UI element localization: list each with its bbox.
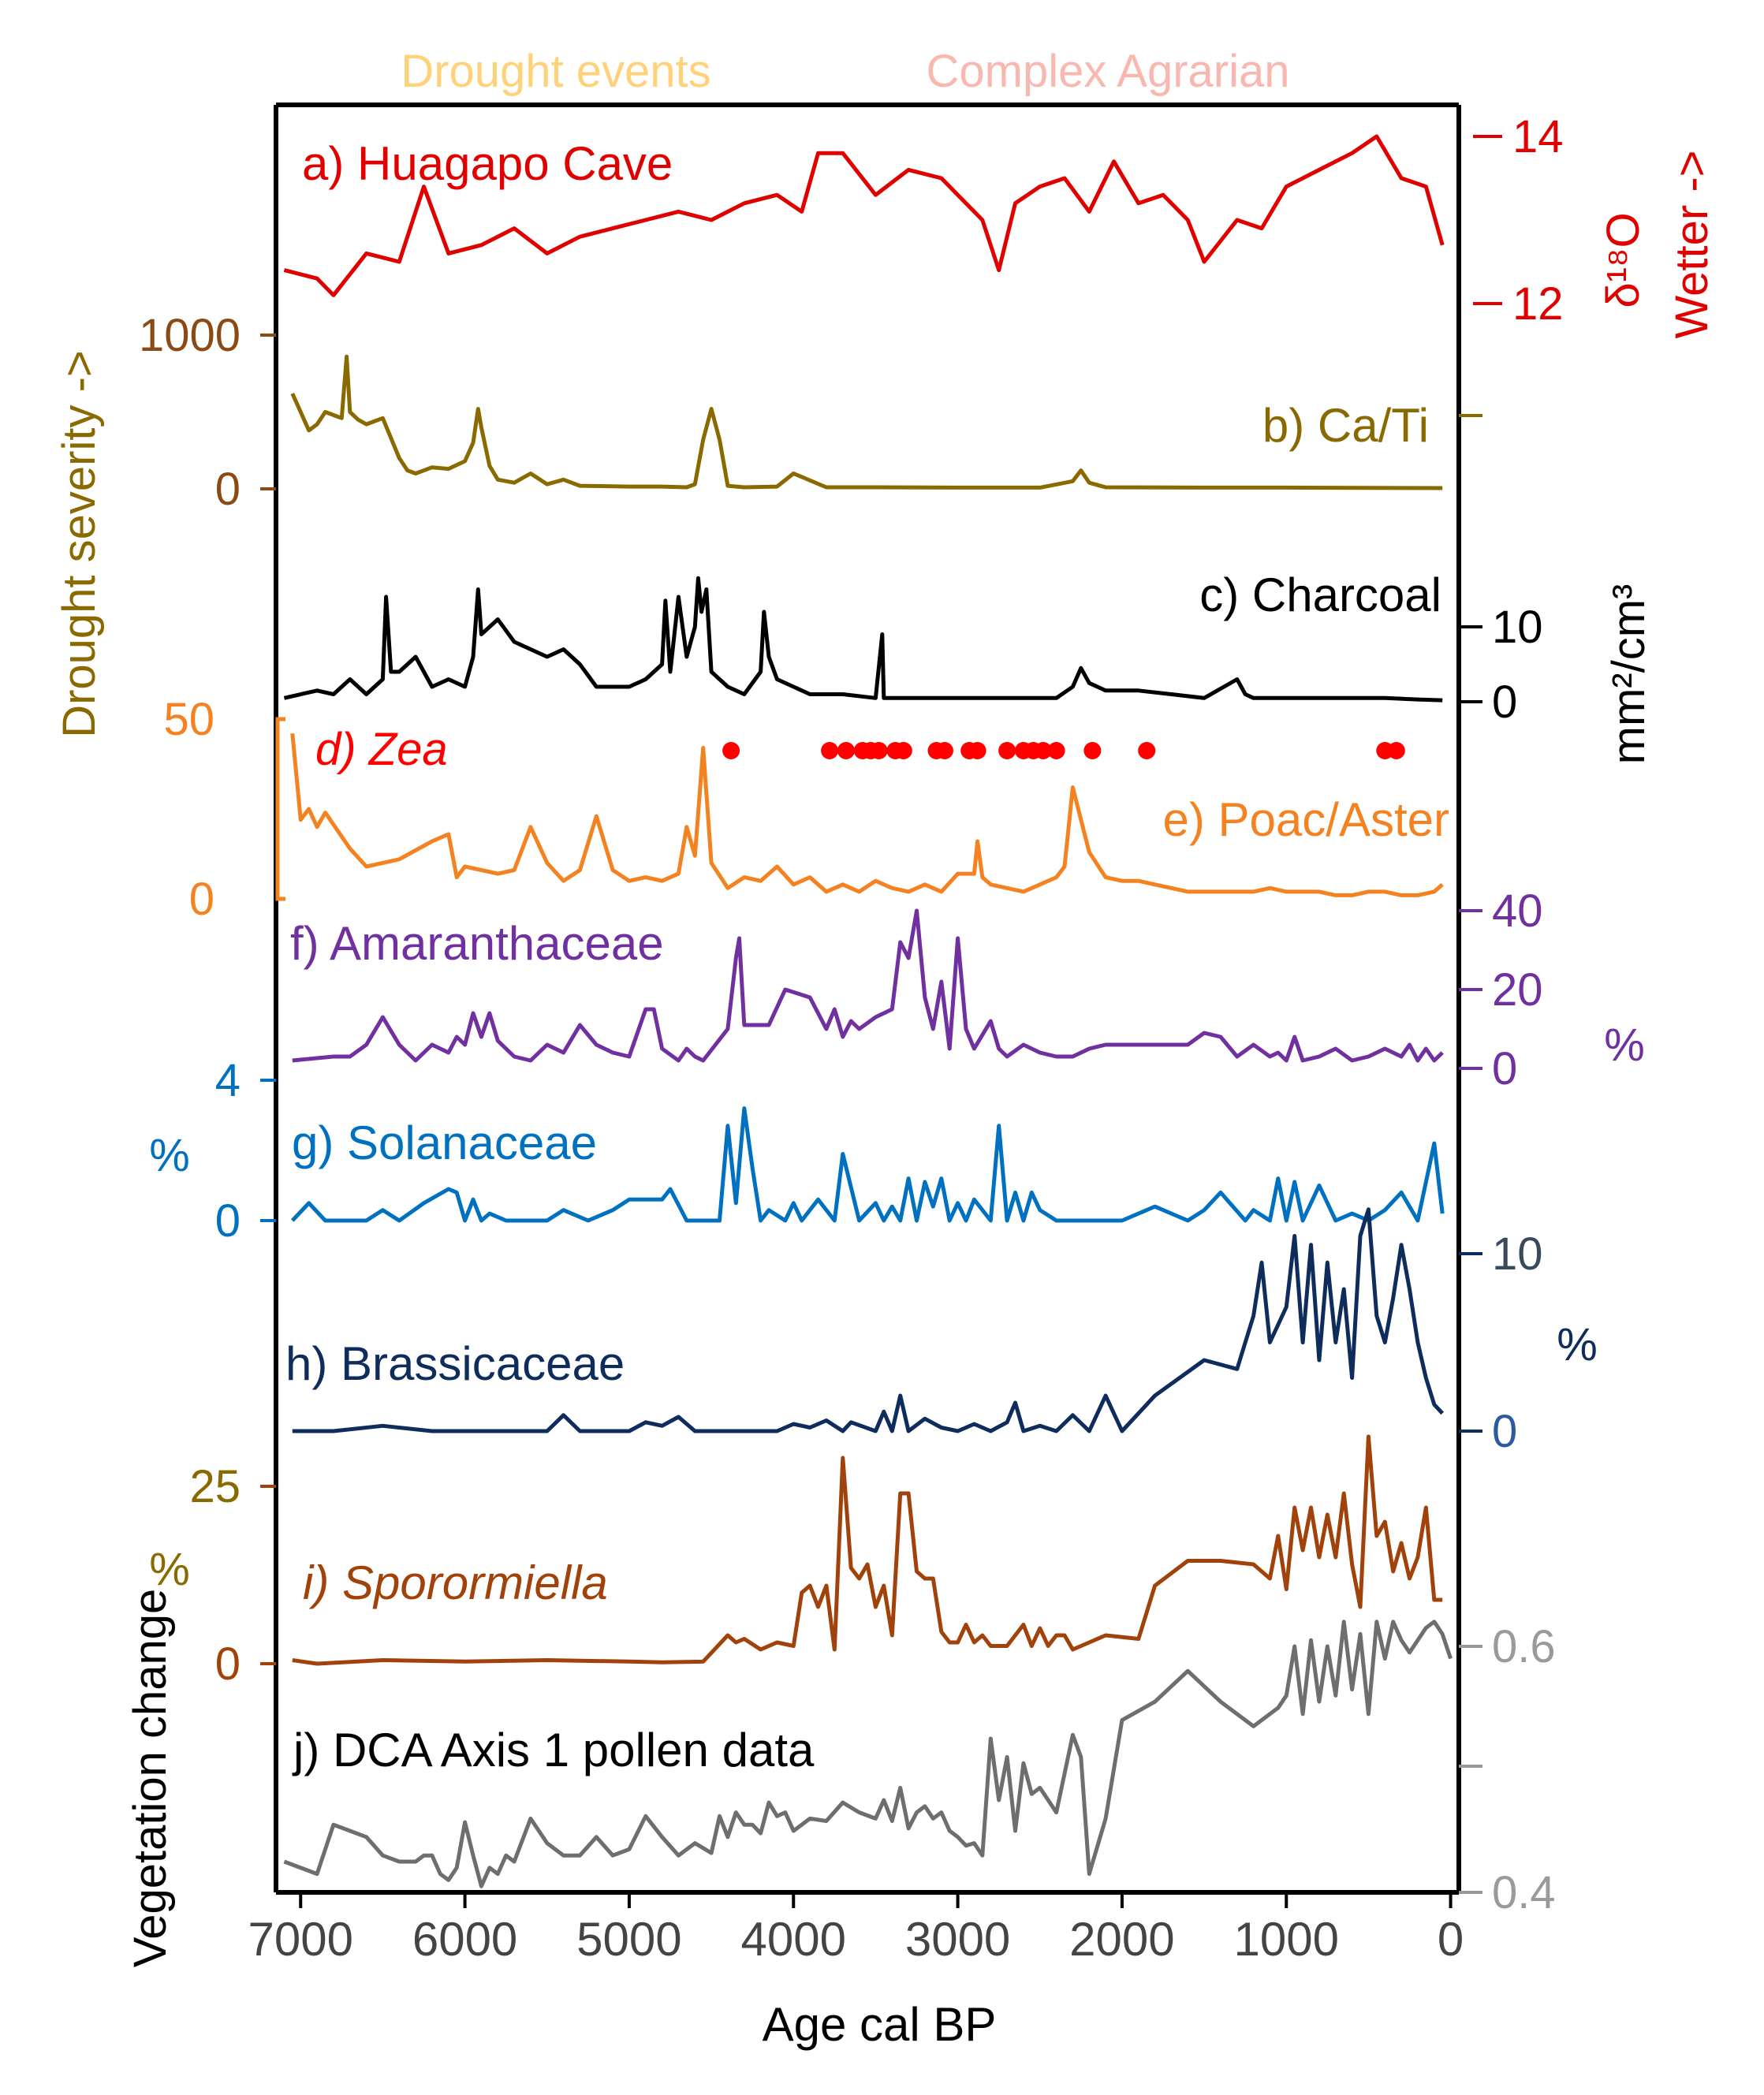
sporo-tick-label: 25: [189, 1461, 241, 1512]
panel-c-label: c) Charcoal: [1199, 568, 1441, 621]
zea-occurrence-dot: [870, 742, 888, 759]
zea-occurrence-dot: [894, 742, 912, 759]
panel-h-label: h) Brassicaceae: [285, 1337, 625, 1390]
huagapo-tick-label: 14: [1512, 111, 1564, 162]
amaranth-unit-label: %: [1604, 1020, 1645, 1071]
sporo-series-line: [292, 1434, 1443, 1666]
x-axis-tick-label: 2000: [1069, 1913, 1174, 1966]
dca-series-line: [283, 1620, 1453, 1888]
poac-tick-label: 0: [189, 874, 214, 925]
zea-occurrence-dot: [1047, 742, 1065, 759]
charcoal-tick-label: 10: [1492, 602, 1543, 653]
panel-g-label: g) Solanaceae: [292, 1116, 597, 1169]
sporo-tick-label: 0: [215, 1638, 241, 1690]
solan-tick-label: 0: [215, 1195, 241, 1247]
x-axis-tick-label: 3000: [905, 1913, 1010, 1966]
zea-occurrence-dot: [821, 742, 839, 759]
charcoal-unit-label: mm²/cm³: [1603, 584, 1654, 765]
sporo-unit-label: %: [149, 1544, 190, 1595]
vegetation-change-title: Vegetation change: [125, 1589, 176, 1968]
solan-series-line: [290, 1106, 1445, 1223]
cati-tick-label: 0: [215, 464, 241, 515]
x-axis-title: Age cal BP: [763, 1998, 997, 2051]
cati-series-line: [290, 354, 1443, 490]
drought-severity-title: Drought severity ->: [54, 350, 105, 738]
poac-tick-label: 50: [163, 694, 214, 745]
amaranth-tick-label: 20: [1492, 964, 1543, 1016]
panel-a-label: a) Huagapo Cave: [302, 137, 673, 190]
x-axis-tick-label: 6000: [412, 1913, 517, 1966]
panel-f-label: f) Amaranthaceae: [290, 917, 664, 970]
series-layer: [283, 134, 1453, 1888]
x-axis-tick-label: 1000: [1234, 1913, 1339, 1966]
amaranth-series-line: [292, 908, 1444, 1063]
x-axis-tick-label: 4000: [741, 1913, 846, 1966]
dca-tick-label: 0.6: [1492, 1621, 1556, 1672]
zea-occurrence-dot: [837, 742, 855, 759]
brass-tick-label: 10: [1492, 1228, 1543, 1280]
zea-occurrence-dot: [935, 742, 953, 759]
complex-agrarian-label: Complex Agrarian: [927, 46, 1290, 97]
huagapo-unit-label: δ¹⁸O: [1598, 212, 1649, 308]
charcoal-series-line: [283, 576, 1443, 703]
panel-j-label: j) DCA Axis 1 pollen data: [292, 1724, 815, 1776]
panel-d-label: d) Zea: [315, 724, 448, 775]
zea-occurrence-dot: [722, 742, 740, 759]
solan-tick-label: 4: [215, 1055, 241, 1106]
drought-events-label: Drought events: [401, 46, 710, 97]
x-axis-tick-label: 5000: [576, 1913, 681, 1966]
zea-occurrence-dot: [968, 742, 986, 759]
charcoal-tick-label: 0: [1492, 677, 1517, 728]
cati-tick-label: 1000: [139, 310, 241, 361]
amaranth-tick-label: 40: [1492, 885, 1543, 937]
zea-occurrence-dot: [1034, 742, 1052, 759]
panel-i-label: i) Sporormiella: [303, 1556, 608, 1609]
poac-axis-bracket: [275, 717, 285, 901]
x-axis-tick-label: 7000: [248, 1913, 353, 1966]
zea-occurrence-dot: [1083, 742, 1102, 759]
panel-b-label: b) Ca/Ti: [1262, 399, 1429, 452]
x-axis-tick-label: 0: [1438, 1913, 1464, 1966]
amaranth-tick-label: 0: [1492, 1043, 1517, 1094]
brass-tick-label: 0: [1492, 1406, 1517, 1457]
zea-occurrence-dot: [998, 742, 1016, 759]
dca-tick-label: 0.4: [1492, 1867, 1556, 1918]
wetter-label: Wetter ->: [1666, 150, 1717, 338]
huagapo-series-line: [283, 134, 1445, 297]
huagapo-tick-label: 12: [1512, 278, 1564, 330]
panel-e-label: e) Poac/Aster: [1163, 793, 1450, 846]
poac-series-line: [290, 733, 1444, 897]
brass-series-line: [292, 1207, 1445, 1433]
zea-occurrence-dot: [1387, 742, 1405, 759]
zea-occurrence-dot: [1138, 742, 1156, 759]
brass-unit-label: %: [1557, 1319, 1598, 1370]
solan-unit-label: %: [149, 1130, 190, 1181]
